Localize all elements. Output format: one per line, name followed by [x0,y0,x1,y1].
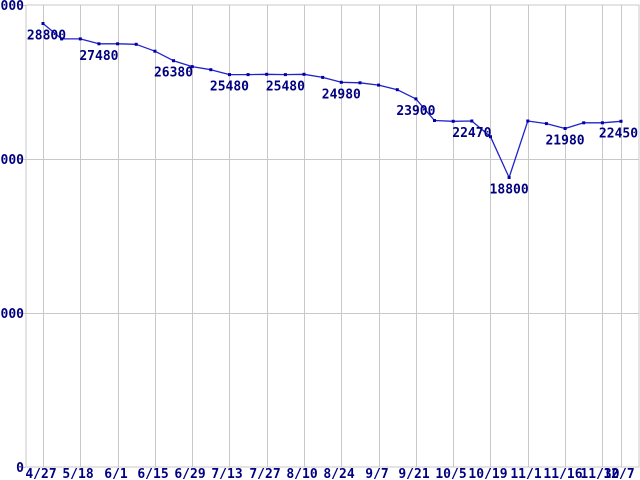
data-point-label: 18800 [490,182,529,197]
data-point-marker [172,59,175,63]
x-tick-label: 11/30 [580,467,619,480]
data-point-marker [246,73,250,77]
data-point-marker [451,119,455,123]
data-point-label: 25480 [210,80,249,95]
data-point-marker [153,49,157,53]
data-point-marker [489,135,492,139]
data-point-marker [78,37,82,41]
x-tick-label: 5/18 [62,467,93,480]
data-point-label: 22450 [599,126,638,141]
x-tick-label: 9/7 [365,467,388,480]
data-point-marker [563,127,567,130]
y-tick-label: 30000 [0,0,24,14]
x-tick-label: 8/24 [323,467,354,480]
y-tick-label: 0 [16,461,24,476]
x-tick-label: 10/5 [435,467,466,480]
data-point-marker [470,119,474,123]
x-tick-label: 6/29 [174,467,205,480]
y-tick-label: 20000 [0,153,24,168]
data-point-marker [414,97,418,101]
data-point-marker [209,68,213,72]
data-point-marker [395,88,399,92]
data-point-label: 24980 [322,87,361,102]
x-tick-label: 10/19 [468,467,507,480]
data-point-marker [582,121,586,125]
data-point-marker [321,75,325,79]
plot-frame [25,4,640,468]
x-tick-label: 6/15 [137,467,168,480]
data-point-marker [377,83,381,87]
x-tick-label: 11/1 [510,467,541,480]
data-point-label: 27480 [79,49,118,64]
data-point-marker [190,65,194,69]
y-tick-label: 10000 [0,307,24,322]
data-point-label: 22470 [452,126,491,141]
data-point-marker [41,22,45,25]
data-point-marker [544,122,548,126]
data-point-label: 26380 [154,66,193,81]
data-point-label: 25480 [266,80,305,95]
data-point-marker [526,119,530,123]
data-point-marker [116,42,120,46]
data-point-marker [283,73,287,77]
data-point-label: 21980 [545,134,584,149]
x-tick-label: 7/13 [211,467,242,480]
data-point-marker [507,176,511,179]
data-point-label: 23900 [396,104,435,119]
data-point-marker [265,72,269,76]
x-tick-label: 12/7 [603,467,634,480]
data-point-marker [228,73,231,77]
data-point-marker [600,121,604,125]
data-point-marker [60,37,64,41]
x-tick-label: 11/16 [543,467,582,480]
data-point-marker [433,119,436,122]
data-point-marker [97,42,101,46]
data-point-marker [134,42,138,46]
x-tick-label: 4/27 [25,467,56,480]
data-point-marker [619,119,623,123]
x-tick-label: 8/10 [286,467,317,480]
x-tick-label: 9/21 [398,467,429,480]
data-point-marker [339,80,343,84]
data-point-marker [358,81,362,85]
data-point-marker [302,72,306,76]
x-tick-label: 7/27 [249,467,280,480]
data-point-label: 28800 [27,28,66,43]
price-line [42,22,622,179]
x-tick-label: 6/1 [104,467,128,480]
